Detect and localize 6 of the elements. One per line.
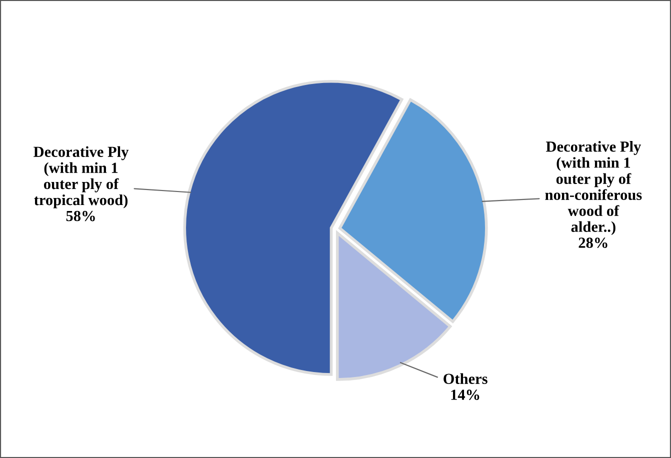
slice-label: Others — [444, 373, 488, 384]
data-label: 14% — [451, 390, 480, 400]
slice-label: Decorative Ply (with min 1 outer ply of non-coniferous wood of alder..) — [545, 141, 642, 236]
slice-label: Decorative Ply (with min 1 outer ply of tropical wood) — [34, 146, 129, 208]
data-label: 58% — [66, 210, 95, 222]
data-label: 28% — [578, 238, 608, 248]
